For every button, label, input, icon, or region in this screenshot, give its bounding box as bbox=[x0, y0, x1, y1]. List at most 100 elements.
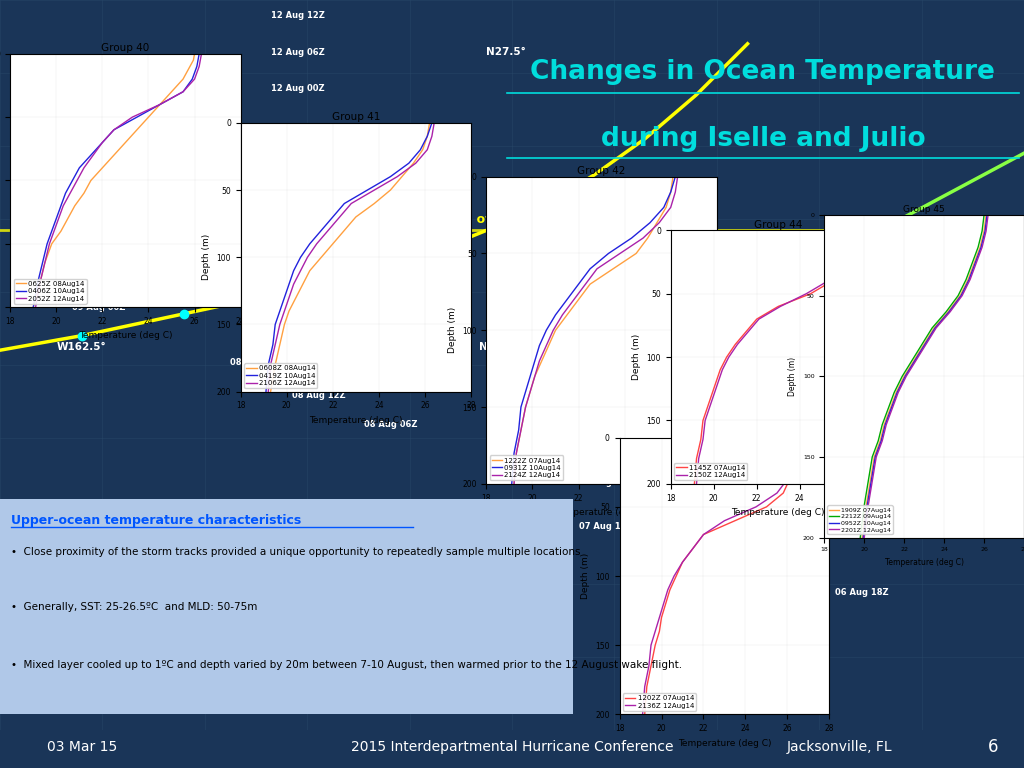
Text: Upper-ocean temperature characteristics: Upper-ocean temperature characteristics bbox=[11, 515, 302, 528]
0419Z 10Aug14 bbox=[384, 172, 396, 181]
1222Z 07Aug14 bbox=[584, 280, 596, 289]
0608Z 08Aug14 bbox=[279, 320, 291, 329]
0608Z 08Aug14 bbox=[303, 266, 315, 276]
2150Z 12Aug14 bbox=[839, 251, 851, 260]
0406Z 10Aug14 bbox=[55, 201, 68, 210]
1145Z 07Aug14 bbox=[842, 232, 854, 241]
2052Z 12Aug14 bbox=[188, 74, 201, 84]
Title: Group 40: Group 40 bbox=[101, 43, 150, 53]
0406Z 10Aug14 bbox=[193, 49, 205, 58]
0419Z 10Aug14 bbox=[361, 186, 374, 195]
2124Z 12Aug14 bbox=[672, 172, 684, 181]
2150Z 12Aug14 bbox=[699, 416, 712, 425]
1202Z 07Aug14 bbox=[729, 516, 741, 525]
2212Z 09Aug14 bbox=[866, 452, 879, 462]
0625Z 08Aug14 bbox=[55, 227, 68, 236]
0608Z 08Aug14 bbox=[408, 159, 420, 168]
Title: Group 42: Group 42 bbox=[578, 166, 626, 176]
1202Z 07Aug14 bbox=[792, 433, 804, 442]
0406Z 10Aug14 bbox=[74, 164, 86, 173]
2106Z 12Aug14 bbox=[345, 199, 357, 208]
0419Z 10Aug14 bbox=[426, 118, 438, 127]
2136Z 12Aug14 bbox=[637, 710, 649, 719]
Y-axis label: Depth (m): Depth (m) bbox=[788, 357, 798, 396]
1909Z 07Aug14 bbox=[879, 420, 891, 429]
2201Z 12Aug14 bbox=[976, 243, 988, 252]
0608Z 08Aug14 bbox=[422, 125, 434, 134]
Text: during Iselle and Julio: during Iselle and Julio bbox=[600, 125, 926, 151]
2201Z 12Aug14 bbox=[981, 218, 993, 227]
Line: 1202Z 07Aug14: 1202Z 07Aug14 bbox=[645, 438, 798, 714]
1202Z 07Aug14 bbox=[783, 475, 796, 484]
0608Z 08Aug14 bbox=[395, 172, 408, 181]
2150Z 12Aug14 bbox=[712, 378, 724, 387]
0608Z 08Aug14 bbox=[349, 213, 362, 222]
1202Z 07Aug14 bbox=[785, 461, 798, 470]
2150Z 12Aug14 bbox=[843, 239, 855, 248]
0406Z 10Aug14 bbox=[46, 227, 58, 236]
1145Z 07Aug14 bbox=[694, 435, 707, 444]
0931Z 10Aug14 bbox=[528, 356, 541, 366]
2124Z 12Aug14 bbox=[556, 310, 568, 319]
Text: 06 Aug 18Z: 06 Aug 18Z bbox=[835, 588, 888, 597]
0931Z 10Aug14 bbox=[534, 341, 546, 350]
2212Z 09Aug14 bbox=[858, 501, 870, 510]
1909Z 07Aug14 bbox=[868, 452, 881, 462]
0952Z 10Aug14 bbox=[975, 243, 987, 252]
1145Z 07Aug14 bbox=[843, 226, 855, 235]
1222Z 07Aug14 bbox=[651, 218, 664, 227]
2212Z 09Aug14 bbox=[854, 533, 866, 542]
0406Z 10Aug14 bbox=[190, 62, 203, 71]
2106Z 12Aug14 bbox=[427, 125, 439, 134]
Text: 12 Aug 00Z: 12 Aug 00Z bbox=[271, 84, 325, 93]
2124Z 12Aug14 bbox=[515, 425, 527, 435]
2106Z 12Aug14 bbox=[421, 145, 433, 154]
0952Z 10Aug14 bbox=[919, 339, 931, 349]
Text: 09 Aug 00Z: 09 Aug 00Z bbox=[72, 303, 125, 312]
0931Z 10Aug14 bbox=[524, 372, 537, 381]
Line: 0952Z 10Aug14: 0952Z 10Aug14 bbox=[863, 215, 987, 538]
0625Z 08Aug14 bbox=[131, 125, 143, 134]
1909Z 07Aug14 bbox=[919, 339, 931, 349]
0952Z 10Aug14 bbox=[909, 356, 922, 365]
0419Z 10Aug14 bbox=[266, 340, 279, 349]
1222Z 07Aug14 bbox=[510, 449, 522, 458]
0406Z 10Aug14 bbox=[177, 87, 189, 96]
2106Z 12Aug14 bbox=[334, 213, 346, 222]
Line: 1909Z 07Aug14: 1909Z 07Aug14 bbox=[862, 215, 986, 538]
Text: 07 Aug 12: 07 Aug 12 bbox=[579, 522, 626, 531]
2136Z 12Aug14 bbox=[662, 585, 674, 594]
2136Z 12Aug14 bbox=[645, 641, 657, 650]
0419Z 10Aug14 bbox=[295, 253, 307, 262]
1145Z 07Aug14 bbox=[710, 378, 722, 387]
2106Z 12Aug14 bbox=[428, 118, 440, 127]
2124Z 12Aug14 bbox=[580, 280, 592, 289]
0625Z 08Aug14 bbox=[154, 100, 166, 109]
1202Z 07Aug14 bbox=[659, 599, 672, 608]
0625Z 08Aug14 bbox=[142, 113, 155, 122]
2106Z 12Aug14 bbox=[264, 360, 276, 369]
X-axis label: Temperature (deg C): Temperature (deg C) bbox=[885, 558, 964, 567]
2106Z 12Aug14 bbox=[391, 172, 403, 181]
0952Z 10Aug14 bbox=[861, 501, 873, 510]
0608Z 08Aug14 bbox=[423, 118, 435, 127]
Text: 12 Aug 06Z: 12 Aug 06Z bbox=[271, 48, 325, 57]
1202Z 07Aug14 bbox=[645, 661, 657, 670]
2212Z 09Aug14 bbox=[926, 323, 938, 333]
1909Z 07Aug14 bbox=[974, 243, 986, 252]
1145Z 07Aug14 bbox=[839, 251, 851, 260]
2212Z 09Aug14 bbox=[977, 218, 989, 227]
0625Z 08Aug14 bbox=[108, 151, 120, 160]
X-axis label: Temperature (deg C): Temperature (deg C) bbox=[731, 508, 825, 517]
Line: 2150Z 12Aug14: 2150Z 12Aug14 bbox=[696, 230, 851, 484]
0608Z 08Aug14 bbox=[297, 280, 309, 289]
2150Z 12Aug14 bbox=[774, 302, 786, 311]
1222Z 07Aug14 bbox=[667, 172, 679, 181]
Text: 42: 42 bbox=[558, 389, 573, 399]
2150Z 12Aug14 bbox=[844, 232, 856, 241]
Line: 2052Z 12Aug14: 2052Z 12Aug14 bbox=[36, 54, 202, 307]
0952Z 10Aug14 bbox=[969, 259, 981, 268]
1222Z 07Aug14 bbox=[572, 295, 585, 304]
0419Z 10Aug14 bbox=[423, 125, 435, 134]
Text: 03 Mar 15: 03 Mar 15 bbox=[47, 740, 117, 754]
